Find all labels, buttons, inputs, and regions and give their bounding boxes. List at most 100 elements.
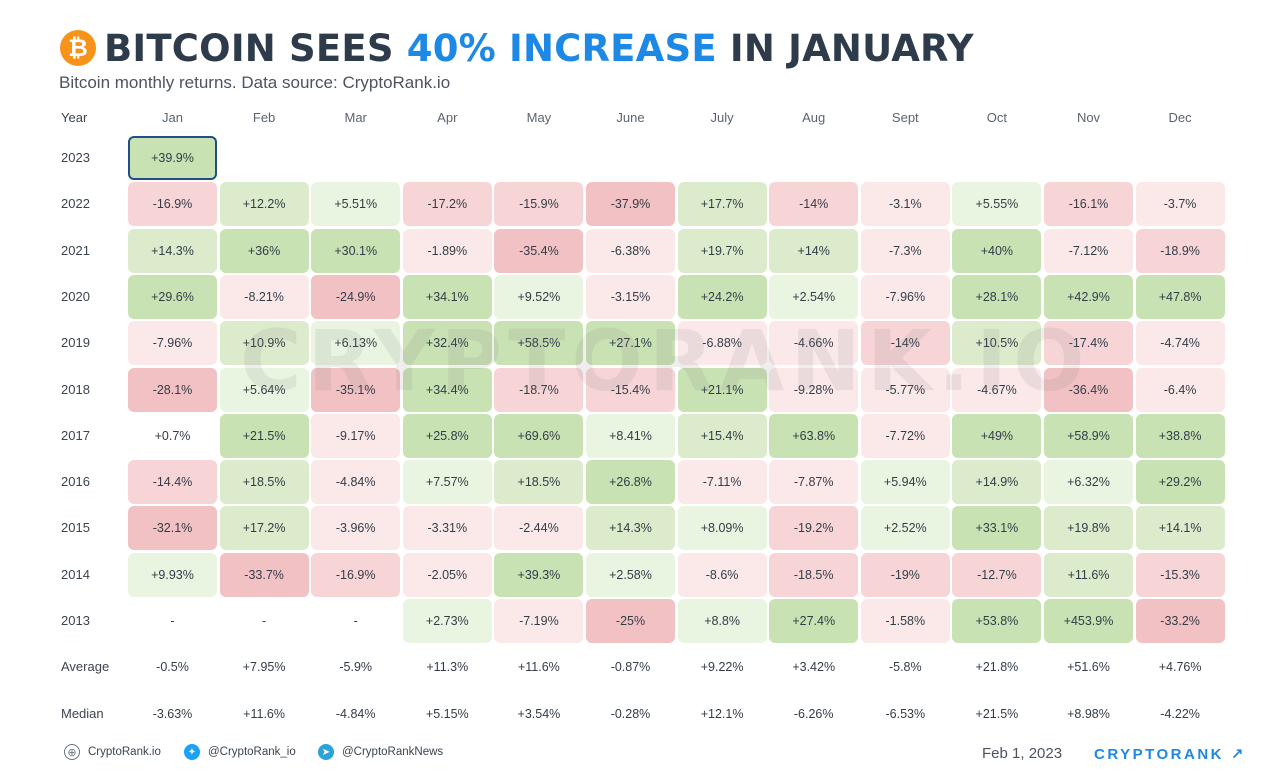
cell-average-jan: -0.5%	[156, 660, 189, 675]
cell-2020-dec: +47.8%	[1135, 274, 1225, 319]
cell-2016-june: +26.8%	[586, 460, 675, 505]
cell-2020-may: +9.52%	[494, 274, 584, 319]
cell-2014-aug: -18.5%	[769, 552, 859, 597]
website-link[interactable]: CryptoRank.io	[88, 746, 161, 758]
cell-2014-feb: -33.7%	[219, 552, 309, 597]
column-header-aug: Aug	[802, 110, 826, 125]
row-label-2020: 2020	[61, 288, 90, 304]
cell-2014-may: +39.3%	[494, 552, 584, 597]
cell-average-oct: +21.8%	[975, 660, 1019, 675]
cell-2020-aug: +2.54%	[769, 274, 859, 319]
row-label-2018: 2018	[61, 381, 90, 397]
cell-2017-mar: -9.17%	[311, 413, 401, 458]
cell-2016-nov: +6.32%	[1044, 460, 1133, 505]
cell-2018-feb: +5.64%	[219, 367, 309, 412]
cell-2013-feb: -	[262, 614, 267, 628]
cell-2021-apr: -1.89%	[402, 228, 492, 273]
cell-average-nov: +51.6%	[1067, 660, 1110, 675]
cell-median-dec: -4.22%	[1160, 706, 1200, 721]
cell-2017-nov: +58.9%	[1044, 413, 1133, 458]
cell-2018-apr: +34.4%	[402, 367, 492, 412]
cell-2022-feb: +12.2%	[219, 182, 309, 227]
column-header-nov: Nov	[1076, 110, 1101, 125]
cell-2018-jan: -28.1%	[128, 367, 217, 412]
footer-twitter[interactable]: ✦ @CryptoRank_io	[184, 744, 296, 760]
cell-2015-apr: -3.31%	[402, 506, 492, 551]
header: ₿ BITCOIN SEES 40% INCREASE IN JANUARY	[60, 26, 974, 70]
row-label-2021: 2021	[61, 242, 90, 258]
cell-2017-may: +69.6%	[494, 413, 584, 458]
cell-2016-jan: -14.4%	[128, 460, 217, 505]
cell-2021-feb: +36%	[219, 228, 309, 273]
cell-2014-june: +2.58%	[586, 552, 675, 597]
cell-2020-jan: +29.6%	[128, 274, 217, 319]
cell-2017-oct: +49%	[952, 413, 1042, 458]
cell-2016-feb: +18.5%	[219, 460, 309, 505]
cell-2016-july: -7.11%	[677, 460, 767, 505]
cell-2013-june: -25%	[586, 599, 675, 643]
column-header-oct: Oct	[986, 110, 1007, 125]
cell-2021-june: -6.38%	[586, 228, 675, 273]
cell-2016-sept: +5.94%	[860, 460, 950, 505]
cell-2015-oct: +33.1%	[952, 506, 1042, 551]
column-header-july: July	[710, 110, 734, 125]
cell-2022-mar: +5.51%	[311, 182, 401, 227]
cell-2017-dec: +38.8%	[1135, 413, 1225, 458]
cell-2022-may: -15.9%	[494, 182, 584, 227]
row-label-2013: 2013	[61, 613, 90, 628]
cell-2015-july: +8.09%	[677, 506, 767, 551]
cell-2020-nov: +42.9%	[1044, 274, 1133, 319]
cell-2018-oct: -4.67%	[952, 367, 1042, 412]
twitter-link[interactable]: @CryptoRank_io	[208, 746, 296, 758]
cell-2019-july: -6.88%	[677, 321, 767, 366]
cell-2015-jan: -32.1%	[128, 506, 217, 551]
cell-2022-jan: -16.9%	[128, 182, 217, 227]
row-label-2023: 2023	[61, 150, 90, 165]
column-header-jan: Jan	[162, 110, 183, 125]
cell-2021-july: +19.7%	[677, 228, 767, 273]
twitter-icon: ✦	[184, 744, 200, 760]
cell-median-mar: -4.84%	[335, 706, 376, 721]
cell-2016-mar: -4.84%	[311, 460, 401, 505]
cell-2022-dec: -3.7%	[1135, 182, 1225, 227]
cell-median-apr: +5.15%	[425, 706, 469, 721]
cell-2014-sept: -19%	[860, 552, 950, 597]
cell-2015-feb: +17.2%	[219, 506, 309, 551]
cell-2019-nov: -17.4%	[1044, 321, 1133, 366]
footer-telegram[interactable]: ➤ @CryptoRankNews	[318, 744, 443, 760]
cell-2022-aug: -14%	[769, 182, 859, 227]
title-part-2: IN JANUARY	[716, 26, 974, 70]
column-header-june: June	[616, 110, 645, 125]
cell-2018-nov: -36.4%	[1044, 367, 1133, 412]
cell-2018-sept: -5.77%	[860, 367, 950, 412]
cell-2016-oct: +14.9%	[952, 460, 1042, 505]
cell-2016-aug: -7.87%	[769, 460, 859, 505]
cell-2018-aug: -9.28%	[769, 367, 859, 412]
row-label-2022: 2022	[61, 196, 90, 212]
brand-logo[interactable]: CRYPTORANK ↗	[1094, 745, 1246, 763]
title-accent: 40% INCREASE	[406, 26, 717, 70]
cell-2014-apr: -2.05%	[402, 552, 492, 597]
cell-average-aug: +3.42%	[792, 660, 836, 675]
cell-median-aug: -6.26%	[793, 706, 834, 721]
cell-2021-sept: -7.3%	[860, 228, 950, 273]
row-label-2019: 2019	[61, 335, 90, 351]
header-year: Year	[61, 110, 88, 125]
cell-2013-sept: -1.58%	[860, 599, 950, 643]
globe-icon: ⊕	[64, 744, 80, 760]
footer-website[interactable]: ⊕ CryptoRank.io	[64, 744, 161, 760]
cell-2017-aug: +63.8%	[769, 413, 859, 458]
cell-2021-nov: -7.12%	[1044, 228, 1133, 273]
telegram-link[interactable]: @CryptoRankNews	[342, 746, 444, 758]
cell-2021-mar: +30.1%	[311, 228, 401, 273]
cell-2021-jan: +14.3%	[128, 228, 217, 273]
cell-2020-july: +24.2%	[677, 274, 767, 319]
cell-2017-june: +8.41%	[586, 413, 675, 458]
cell-2019-feb: +10.9%	[219, 321, 309, 366]
bitcoin-icon: ₿	[60, 30, 96, 66]
cell-2022-june: -37.9%	[586, 182, 675, 227]
subtitle: Bitcoin monthly returns. Data source: Cr…	[59, 73, 451, 92]
cell-2015-may: -2.44%	[494, 506, 584, 551]
cell-2021-dec: -18.9%	[1135, 228, 1225, 273]
